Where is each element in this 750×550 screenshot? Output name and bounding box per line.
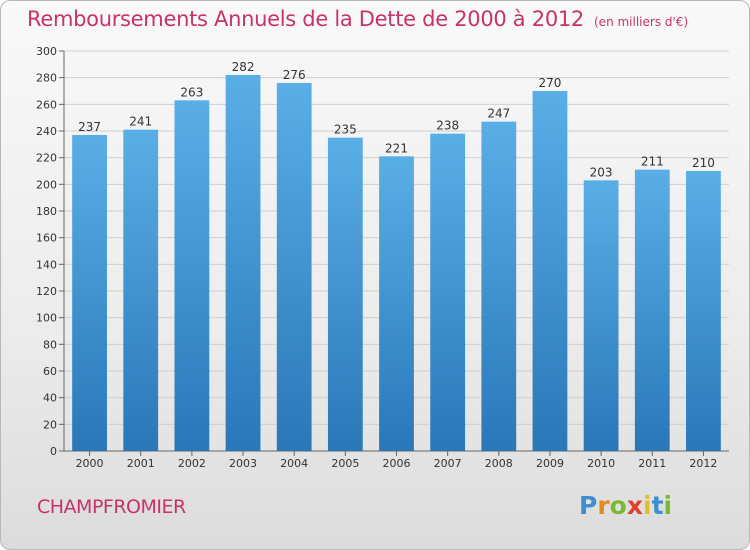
x-tick-label: 2005 — [331, 457, 359, 470]
y-tick-label: 60 — [43, 365, 57, 378]
y-tick-label: 20 — [43, 418, 57, 431]
bar — [276, 83, 312, 451]
bar — [72, 135, 107, 451]
logo-letter: i — [663, 491, 673, 520]
bar — [327, 137, 363, 451]
x-tick-label: 2004 — [280, 457, 308, 470]
bar-value-label: 210 — [692, 156, 715, 170]
bar-value-label: 282 — [232, 60, 255, 74]
x-tick-label: 2000 — [76, 457, 104, 470]
x-tick-label: 2008 — [485, 457, 513, 470]
bar — [583, 180, 619, 452]
y-tick-label: 300 — [36, 45, 57, 58]
y-tick-label: 200 — [36, 178, 57, 191]
y-tick-label: 120 — [36, 285, 57, 298]
bar-value-label: 221 — [385, 141, 408, 155]
bar — [174, 100, 210, 451]
bar — [225, 75, 261, 451]
bar — [481, 121, 517, 452]
x-tick-label: 2009 — [536, 457, 564, 470]
x-tick-label: 2012 — [689, 457, 717, 470]
chart-subtitle: (en milliers d'€) — [594, 15, 689, 29]
x-tick-label: 2011 — [638, 457, 666, 470]
x-tick-label: 2010 — [587, 457, 615, 470]
commune-name: CHAMPFROMIER — [37, 496, 186, 518]
bar — [634, 169, 670, 451]
chart-title: Remboursements Annuels de la Dette de 20… — [27, 7, 584, 31]
y-tick-label: 100 — [36, 312, 57, 325]
x-tick-label: 2002 — [178, 457, 206, 470]
y-tick-label: 240 — [36, 125, 57, 138]
bar — [379, 156, 414, 452]
y-tick-label: 260 — [36, 98, 57, 111]
logo-letter: r — [597, 491, 610, 520]
x-tick-label: 2001 — [127, 457, 155, 470]
logo-letter: i — [643, 491, 652, 520]
x-axis: 2000 2001 2002 2003 2004 2005 2006 2007 2008 2009… — [76, 451, 717, 470]
bar-value-label: 203 — [590, 165, 613, 179]
bar-value-label: 241 — [129, 115, 152, 129]
bar — [532, 91, 568, 451]
logo-letter: t — [651, 491, 664, 520]
bar-value-label: 238 — [436, 119, 459, 133]
bar-value-label: 247 — [487, 107, 510, 121]
logo-letter: P — [579, 491, 598, 520]
bar-value-label: 235 — [334, 123, 357, 137]
logo-letter: x — [626, 491, 643, 520]
bars: 237 241 263 282 276 235 221 238 247 270 203 211 210 — [72, 60, 721, 452]
logo-letter: o — [609, 491, 627, 520]
bar — [686, 171, 721, 451]
x-tick-label: 2003 — [229, 457, 257, 470]
title-row: Remboursements Annuels de la Dette de 20… — [27, 7, 688, 31]
y-tick-label: 180 — [36, 205, 57, 218]
y-tick-label: 160 — [36, 232, 57, 245]
bar-value-label: 211 — [641, 155, 664, 169]
y-tick-label: 140 — [36, 258, 57, 271]
y-tick-label: 220 — [36, 152, 57, 165]
y-tick-label: 40 — [43, 392, 57, 405]
bar — [123, 129, 159, 451]
bar — [430, 133, 466, 451]
proxiti-logo: Proxiti — [579, 491, 672, 520]
x-tick-label: 2006 — [383, 457, 411, 470]
bar-value-label: 263 — [180, 85, 203, 99]
bar-value-label: 276 — [283, 68, 306, 82]
bar-value-label: 270 — [539, 76, 562, 90]
bar-chart: 0 20 40 60 80 100 120 140 160 180 200 220 240 260 280 3… — [36, 45, 729, 470]
y-tick-label: 0 — [50, 445, 57, 458]
y-tick-label: 280 — [36, 72, 57, 85]
x-tick-label: 2007 — [434, 457, 462, 470]
bar-value-label: 237 — [78, 120, 101, 134]
y-tick-label: 80 — [43, 338, 57, 351]
